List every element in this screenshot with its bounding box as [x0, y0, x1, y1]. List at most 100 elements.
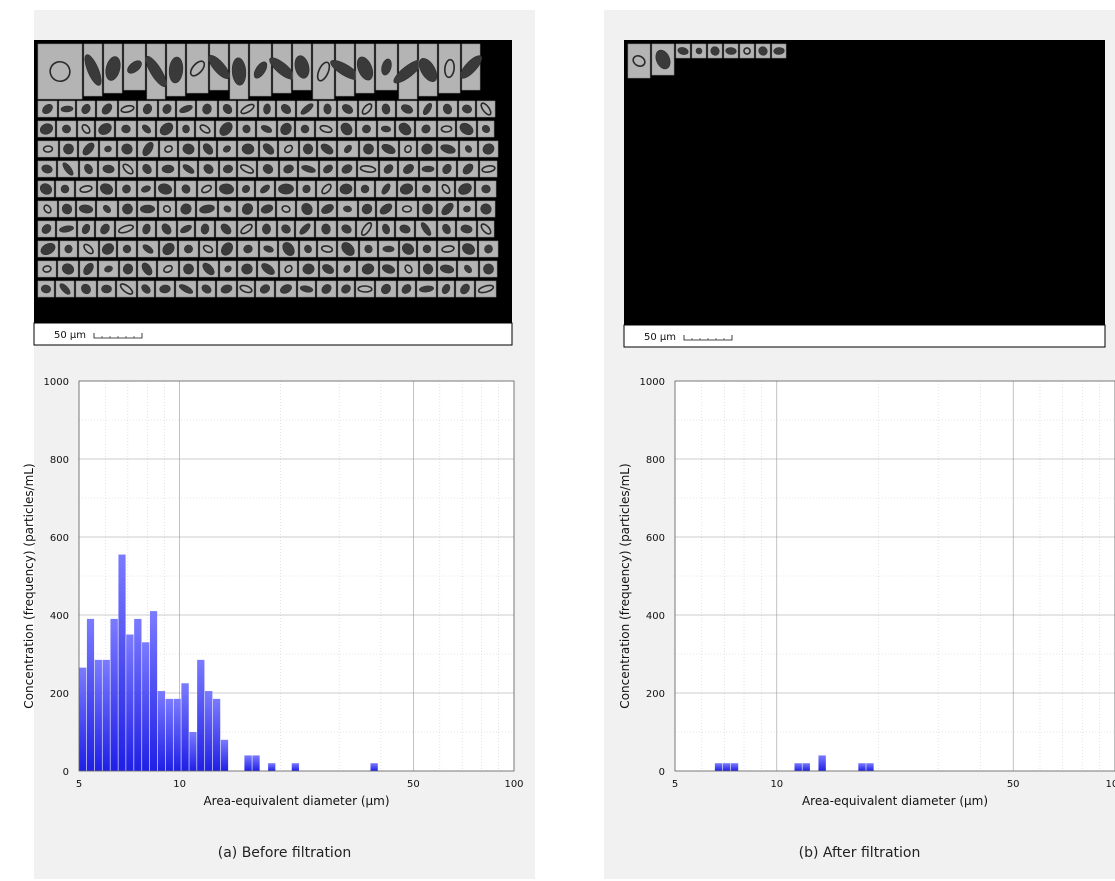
particle-shape: [362, 124, 371, 134]
particle-shape: [101, 284, 112, 294]
particle-shape: [64, 244, 73, 254]
particle-shape: [460, 283, 470, 295]
particle-shape: [101, 243, 115, 255]
particle-shape: [341, 164, 353, 174]
particle-thumbnail: [37, 200, 58, 218]
particle-shape: [40, 242, 56, 256]
particle-shape: [422, 244, 432, 254]
particle-shape: [200, 223, 210, 235]
particle-shape: [316, 61, 331, 82]
particle-shape: [219, 183, 234, 195]
particle-thumbnail: [278, 140, 299, 158]
particle-shape: [62, 162, 74, 176]
particle-shape: [241, 184, 251, 194]
y-tick-label: 600: [50, 533, 69, 544]
particle-shape: [119, 283, 134, 295]
particle-shape: [122, 263, 134, 275]
particle-shape: [459, 122, 474, 136]
particle-shape: [241, 263, 253, 275]
histogram-bar: [142, 642, 150, 771]
histogram-bar: [126, 634, 134, 771]
particle-thumbnail: [157, 260, 179, 278]
figure-after-filtration: 50 µm 0 200 400 600 800 1000 5 10 50 100 Area-equiv…: [618, 40, 1115, 808]
particle-thumbnail: [37, 43, 83, 100]
particle-shape: [180, 203, 192, 215]
particle-shape: [360, 222, 373, 236]
particle-thumbnail: [186, 43, 209, 94]
particle-thumbnail: [437, 240, 459, 258]
particle-thumbnail: [195, 120, 215, 138]
particle-shape: [202, 143, 214, 155]
particle-shape: [202, 244, 214, 254]
particle-shape: [141, 262, 153, 276]
particle-shape: [104, 145, 112, 153]
particle-shape: [159, 122, 174, 136]
particle-shape: [219, 122, 233, 136]
particle-thumbnail: [398, 260, 419, 278]
particle-shape: [401, 104, 413, 114]
particle-shape: [42, 145, 54, 153]
particle-shape: [710, 46, 720, 56]
particle-shape: [263, 245, 274, 253]
particle-shape: [420, 222, 432, 236]
particle-shape: [341, 284, 351, 294]
histogram-bar: [134, 618, 142, 771]
particle-shape: [162, 104, 172, 114]
particle-thumbnail: [396, 200, 418, 218]
particle-shape: [381, 143, 396, 155]
particle-thumbnail: [358, 100, 376, 118]
particle-shape: [321, 284, 332, 294]
particle-shape: [304, 244, 312, 254]
particle-thumbnail: [739, 43, 755, 59]
particle-shape: [141, 124, 152, 134]
histogram-bar: [818, 755, 826, 771]
particle-shape: [61, 263, 75, 275]
particle-thumbnail: [118, 100, 137, 118]
particle-thumbnail: [237, 220, 256, 238]
particle-shape: [199, 204, 215, 214]
particle-shape: [458, 183, 472, 195]
scale-bar-strip: [33, 322, 513, 346]
particle-thumbnail: [37, 260, 57, 278]
particle-shape: [163, 264, 173, 274]
particle-shape: [442, 223, 451, 235]
y-tick-label: 800: [646, 455, 665, 466]
particle-thumbnail: [276, 200, 296, 218]
particle-shape: [464, 145, 473, 153]
histogram-bar: [205, 691, 213, 771]
particle-shape: [484, 244, 493, 254]
particle-shape: [343, 265, 351, 273]
particle-shape: [117, 224, 135, 234]
particle-shape: [179, 104, 193, 114]
panel-after-filtration: 50 µm 0 200 400 600 800 1000 5 10 50 100 Area-equiv…: [604, 10, 1115, 879]
particle-shape: [183, 263, 194, 275]
particle-shape: [300, 124, 310, 134]
particle-shape: [162, 242, 175, 256]
particle-shape: [102, 164, 115, 174]
particle-shape: [361, 263, 375, 275]
particle-shape: [404, 264, 413, 274]
particle-shape: [462, 163, 474, 175]
particle-shape: [302, 184, 311, 194]
particle-shape: [141, 284, 151, 294]
particle-shape: [182, 124, 190, 134]
particle-shape: [79, 185, 93, 193]
particle-shape: [380, 125, 392, 133]
particle-shape: [81, 283, 91, 295]
particle-shape: [278, 183, 294, 195]
particle-shape: [158, 183, 172, 195]
x-tick-label: 10: [173, 779, 186, 790]
particle-shape: [220, 223, 232, 235]
particle-shape: [182, 164, 195, 174]
particle-shape: [323, 164, 333, 174]
particle-shape: [59, 225, 74, 233]
particle-shape: [253, 61, 268, 79]
y-tick-label: 600: [646, 533, 665, 544]
particle-shape: [442, 163, 452, 175]
particle-shape: [302, 143, 314, 155]
particle-shape: [105, 56, 121, 81]
particle-shape: [340, 122, 353, 136]
particle-shape: [222, 104, 233, 114]
histogram-bar: [110, 618, 118, 771]
particle-shape: [60, 184, 70, 194]
